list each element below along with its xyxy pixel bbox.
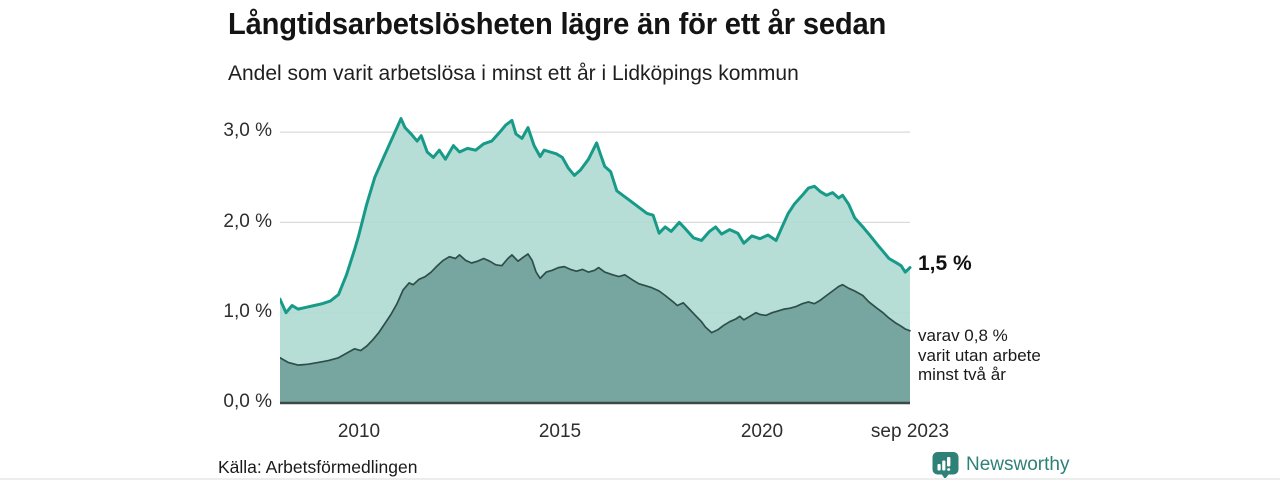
x-axis-tick-label-2015: 2015 [538,421,582,442]
series-annotation-line-1: varav 0,8 % [918,326,1008,345]
series-end-value-label: 1,5 % [918,252,972,275]
x-axis-tick-label-2010: 2010 [337,421,381,442]
newsworthy-logo-text: Newsworthy [966,454,1070,475]
bottom-edge-line [0,478,1280,480]
x-axis-tick-label-sep-2023: sep 2023 [870,421,950,442]
chart-subtitle: Andel som varit arbetslösa i minst ett å… [228,62,799,85]
plot-area [280,117,912,405]
series-area-min-two-years [280,254,910,403]
series-line-min-two-years [280,253,911,366]
series-annotation-line-3: minst två år [918,365,1006,384]
newsworthy-logo: Newsworthy [932,451,1069,479]
newsworthy-logo-icon [932,452,959,479]
y-axis-tick-label-3: 3,0 % [223,120,272,141]
chart-title: Långtidsarbetslösheten lägre än för ett … [228,6,887,41]
series-annotation: varav 0,8 % varit utan arbete minst två … [918,326,1041,385]
y-axis-tick-label-2: 2,0 % [223,211,272,232]
y-axis-tick-label-1: 1,0 % [223,301,272,322]
series-annotation-line-2: varit utan arbete [918,345,1041,365]
x-axis-tick-label-2020: 2020 [740,421,784,442]
source-attribution: Källa: Arbetsförmedlingen [218,457,418,477]
series-line-min-one-year [280,117,912,315]
y-axis-tick-label-0: 0,0 % [223,391,272,412]
